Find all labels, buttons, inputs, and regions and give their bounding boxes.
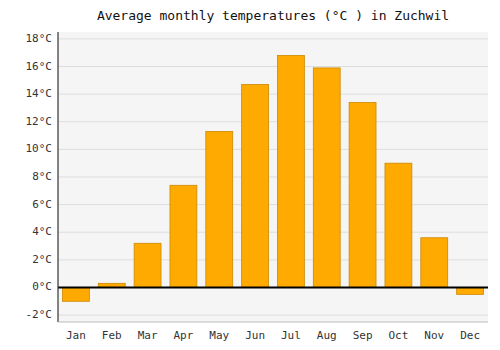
grid-line: [58, 204, 488, 205]
bar: [313, 68, 340, 288]
y-axis-line: [57, 32, 58, 322]
y-tick-label: 12°C: [26, 115, 53, 128]
x-axis-line: [58, 322, 488, 323]
grid-line: [58, 149, 488, 150]
zero-line: [58, 287, 488, 289]
grid-line: [58, 66, 488, 67]
bar: [62, 287, 89, 301]
bar: [457, 287, 484, 294]
x-tick-label: Oct: [388, 329, 408, 342]
bar: [242, 84, 269, 287]
bar: [206, 131, 233, 287]
y-tick-label: 0°C: [32, 280, 52, 293]
x-tick-label: Jan: [66, 329, 86, 342]
y-tick-label: 2°C: [32, 253, 52, 266]
grid-line: [58, 38, 488, 39]
y-tick-label: 4°C: [32, 225, 52, 238]
grid-line: [58, 232, 488, 233]
x-tick-label: Dec: [460, 329, 480, 342]
grid-line: [58, 121, 488, 122]
x-tick-labels: Jan Feb Mar Apr May Jun Jul Aug Sep Oct Nov Dec: [66, 329, 480, 342]
grid: [58, 39, 488, 315]
y-tick-labels: -2°C 0°C 2°C 4°C 6°C 8°C 10°C 12°C 14°C 16°C 18°C: [26, 32, 53, 321]
y-tick-label: 18°C: [26, 32, 53, 45]
x-tick-label: Jun: [245, 329, 265, 342]
x-tick-label: Nov: [424, 329, 444, 342]
y-tick-label: 6°C: [32, 198, 52, 211]
x-tick-label: Jul: [281, 329, 301, 342]
x-tick-label: Apr: [173, 329, 193, 342]
x-tick-label: Mar: [138, 329, 158, 342]
chart: -2°C 0°C 2°C 4°C 6°C 8°C 10°C 12°C 14°C 16°C 18°C J…: [0, 0, 500, 350]
y-tick-label: 10°C: [26, 142, 53, 155]
x-tick-label: Sep: [353, 329, 373, 342]
bar: [421, 238, 448, 288]
grid-line: [58, 94, 488, 95]
y-tick-label: 14°C: [26, 87, 53, 100]
bar: [170, 185, 197, 287]
bar: [349, 102, 376, 287]
y-tick-label: 16°C: [26, 60, 53, 73]
bar: [385, 163, 412, 287]
y-tick-label: -2°C: [26, 308, 53, 321]
bar: [134, 243, 161, 287]
bars: [62, 55, 483, 301]
bar: [277, 55, 304, 287]
x-tick-label: Aug: [317, 329, 337, 342]
plot-background: [58, 32, 488, 322]
grid-line: [58, 177, 488, 178]
grid-line: [58, 315, 488, 316]
grid-line: [58, 287, 488, 288]
x-tick-label: May: [209, 329, 229, 342]
y-tick-label: 8°C: [32, 170, 52, 183]
x-tick-label: Feb: [102, 329, 122, 342]
title: Average monthly temperatures (°C ) in Zu…: [97, 8, 449, 23]
